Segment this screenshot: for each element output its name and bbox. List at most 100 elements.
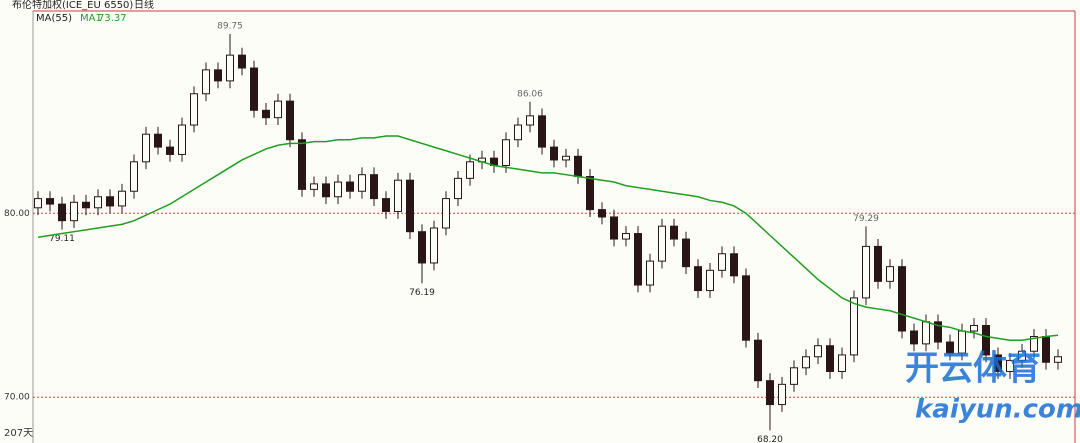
candle-body bbox=[634, 233, 642, 286]
period[interactable]: 日线 bbox=[134, 0, 154, 11]
high-label: 86.06 bbox=[517, 89, 543, 99]
candle-body bbox=[274, 100, 282, 119]
candle-body bbox=[682, 238, 690, 268]
candle-body bbox=[94, 196, 102, 209]
candle-body bbox=[394, 179, 402, 212]
candle-body bbox=[742, 275, 750, 341]
candle-body bbox=[562, 155, 570, 161]
candle-body bbox=[610, 216, 618, 240]
candle-body bbox=[466, 161, 474, 179]
candle-body bbox=[214, 69, 222, 82]
candle-body bbox=[766, 380, 774, 406]
candle-body bbox=[982, 324, 990, 356]
candle-body bbox=[778, 383, 786, 406]
candle-body bbox=[118, 190, 126, 207]
candle-body bbox=[442, 198, 450, 229]
candle-body bbox=[934, 321, 942, 343]
y-tick-label: 80.00 bbox=[4, 209, 30, 219]
candle-body bbox=[34, 198, 42, 209]
candle-body bbox=[946, 341, 954, 354]
candle-body bbox=[178, 124, 186, 155]
low-label: 79.11 bbox=[49, 234, 75, 244]
candle-body bbox=[154, 133, 162, 148]
candle-body bbox=[1030, 336, 1038, 352]
candle-body bbox=[862, 245, 870, 299]
candle-body bbox=[166, 146, 174, 155]
watermark-brand: 开云体育 bbox=[905, 349, 1041, 389]
candle-body bbox=[418, 231, 426, 264]
ma-line bbox=[37, 135, 1059, 341]
candle-body bbox=[46, 198, 54, 205]
candle-body bbox=[814, 345, 822, 358]
candle-body bbox=[430, 227, 438, 264]
candle-body bbox=[334, 181, 342, 198]
high-label: 89.75 bbox=[217, 21, 243, 31]
candle-body bbox=[586, 176, 594, 211]
candle-body bbox=[898, 266, 906, 332]
candle-body bbox=[574, 155, 582, 178]
candle-body bbox=[706, 269, 714, 292]
low-label: 68.20 bbox=[757, 435, 783, 443]
candle-body bbox=[358, 174, 366, 192]
candle-body bbox=[130, 161, 138, 192]
candle-body bbox=[346, 181, 354, 192]
candle-body bbox=[622, 233, 630, 240]
candle-body bbox=[910, 330, 918, 345]
candle-body bbox=[994, 354, 1002, 372]
candle-body bbox=[70, 201, 78, 222]
candle-body bbox=[658, 225, 666, 262]
candle-body bbox=[538, 115, 546, 148]
legend-value: 73.37 bbox=[98, 13, 127, 24]
candle-body bbox=[226, 54, 234, 82]
indicator[interactable]: MA(55) bbox=[36, 13, 72, 24]
candle-body bbox=[598, 209, 606, 218]
candle-body bbox=[550, 146, 558, 161]
candle-body bbox=[850, 297, 858, 356]
candle-body bbox=[802, 356, 810, 369]
candle-body bbox=[838, 354, 846, 372]
y-tick-label: 70.00 bbox=[4, 393, 30, 403]
candle-body bbox=[670, 225, 678, 240]
watermark-url: kaiyun.com bbox=[915, 395, 1080, 425]
candle-body bbox=[1054, 356, 1062, 363]
candle-body bbox=[286, 100, 294, 141]
high-label: 79.29 bbox=[853, 214, 879, 224]
candle-body bbox=[142, 133, 150, 163]
candle-body bbox=[298, 139, 306, 190]
candle-body bbox=[310, 183, 318, 190]
candle-body bbox=[58, 203, 66, 222]
candle-body bbox=[718, 253, 726, 271]
candle-body bbox=[790, 367, 798, 385]
candle-body bbox=[502, 139, 510, 166]
candle-body bbox=[238, 54, 246, 69]
candle-body bbox=[82, 201, 90, 209]
candle-body bbox=[454, 177, 462, 200]
candle-body bbox=[190, 93, 198, 126]
candle-body bbox=[646, 260, 654, 286]
candle-body bbox=[1018, 350, 1026, 361]
candle-body bbox=[322, 183, 330, 198]
candle-body bbox=[874, 245, 882, 282]
legend-name: MA1 bbox=[80, 13, 102, 24]
candle-body bbox=[526, 115, 534, 126]
low-label: 76.19 bbox=[409, 288, 435, 298]
candle-body bbox=[370, 174, 378, 200]
candle-body bbox=[262, 109, 270, 119]
candle-body bbox=[1042, 336, 1050, 363]
candle-body bbox=[250, 67, 258, 111]
candle-body bbox=[970, 324, 978, 332]
chart-title: 布伦特加权(ICE_EU 6550) bbox=[12, 0, 133, 11]
candle-body bbox=[106, 196, 114, 207]
candle-body bbox=[694, 266, 702, 292]
candle-body bbox=[922, 321, 930, 345]
footer: 207天 bbox=[4, 428, 33, 439]
candle-body bbox=[406, 179, 414, 233]
candle-body bbox=[730, 253, 738, 277]
candle-body bbox=[886, 266, 894, 282]
candle-body bbox=[754, 339, 762, 382]
candle-body bbox=[1006, 359, 1014, 372]
candle-body bbox=[202, 69, 210, 95]
candle-body bbox=[826, 345, 834, 372]
candle-body bbox=[514, 124, 522, 141]
